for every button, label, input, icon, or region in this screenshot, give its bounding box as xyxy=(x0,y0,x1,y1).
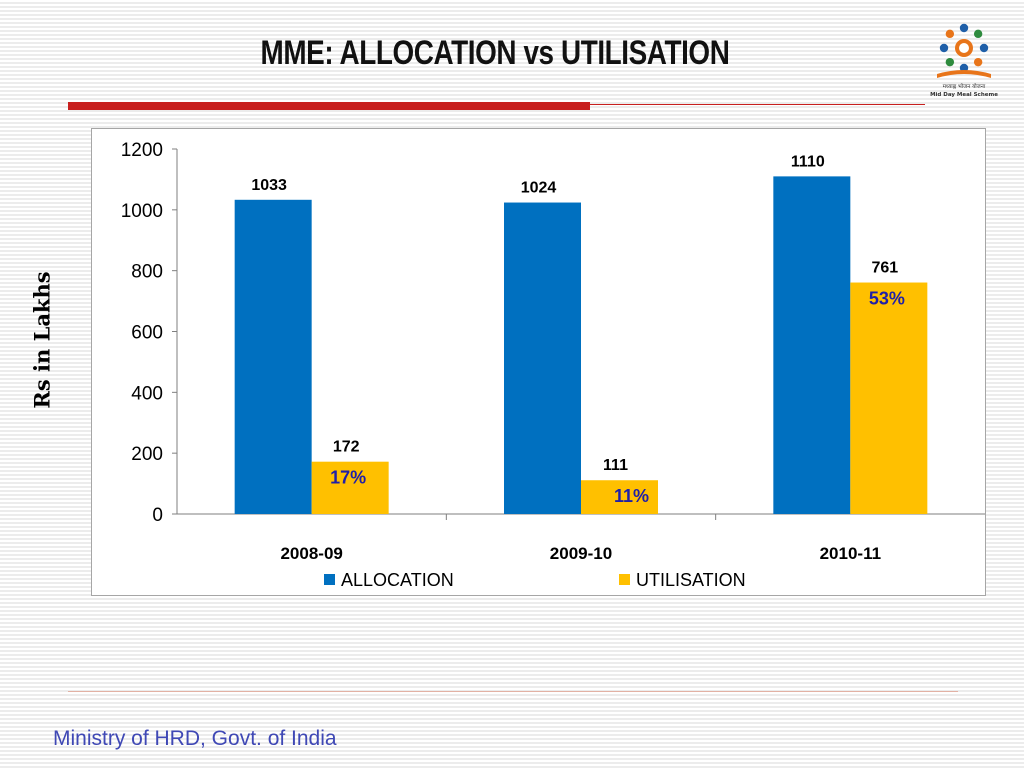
bar-chart: 0 200 400 600 800 1000 1200 2008-09 2009-10 2010… xyxy=(121,140,985,590)
slide-title: MME: ALLOCATION vs UTILISATION xyxy=(260,34,730,72)
data-label: 1024 xyxy=(521,180,557,197)
logo-figure xyxy=(939,43,949,53)
bar-utilisation xyxy=(850,282,928,514)
y-tick-label: 600 xyxy=(131,323,163,344)
y-tick-label: 400 xyxy=(131,383,163,404)
data-label: 761 xyxy=(871,260,898,277)
bar-allocation xyxy=(234,199,312,514)
logo-caption-english: Mid Day Meal Scheme xyxy=(930,92,998,98)
y-tick-label: 1200 xyxy=(121,140,163,161)
logo-caption-hindi: मध्याह्न भोजन योजना xyxy=(943,83,986,90)
y-axis: 0 200 400 600 800 1000 1200 xyxy=(121,140,178,526)
utilisation-percent-label: 11% xyxy=(614,486,649,506)
legend-swatch-utilisation xyxy=(619,574,630,585)
data-label: 172 xyxy=(333,439,360,456)
legend-swatch-allocation xyxy=(324,574,335,585)
y-tick-label: 800 xyxy=(131,262,163,283)
bar-allocation xyxy=(504,202,581,514)
bar-utilisation xyxy=(311,461,389,514)
y-axis-label: Rs in Lakhs xyxy=(29,271,55,409)
data-label: 111 xyxy=(603,457,628,474)
data-label: 1110 xyxy=(791,153,825,170)
data-labels: 1033 172 17% 1024 111 11% 1110 761 53% xyxy=(251,153,904,506)
y-tick-label: 200 xyxy=(131,444,163,465)
y-tick-label: 0 xyxy=(152,505,163,526)
legend-label-utilisation: UTILISATION xyxy=(636,570,746,590)
logo-figure xyxy=(979,43,989,53)
x-tick-label: 2010-11 xyxy=(820,544,881,563)
legend: ALLOCATION UTILISATION xyxy=(324,570,746,590)
title-rule-red xyxy=(68,102,590,110)
x-axis: 2008-09 2009-10 2010-11 xyxy=(177,513,985,563)
bar-allocation xyxy=(773,176,851,514)
utilisation-percent-label: 53% xyxy=(869,289,905,309)
logo-figure xyxy=(973,57,983,67)
logo-figure xyxy=(945,29,955,39)
bars xyxy=(234,176,928,514)
logo-figure xyxy=(973,29,983,39)
data-label: 1033 xyxy=(251,177,287,194)
utilisation-percent-label: 17% xyxy=(330,468,366,488)
chart-frame: 0 200 400 600 800 1000 1200 2008-09 2009-10 2010… xyxy=(91,128,986,596)
logo-figure xyxy=(945,57,955,67)
x-tick-label: 2009-10 xyxy=(550,544,612,563)
title-rule-thin xyxy=(590,104,925,105)
footer-rule xyxy=(68,691,958,692)
bar-utilisation xyxy=(581,480,658,514)
logo-figure xyxy=(959,23,969,33)
mid-day-meal-logo-icon: मध्याह्न भोजन योजना Mid Day Meal Scheme xyxy=(927,18,1001,102)
legend-label-allocation: ALLOCATION xyxy=(341,570,454,590)
y-tick-label: 1000 xyxy=(121,201,163,222)
x-tick-label: 2008-09 xyxy=(280,544,342,563)
footer-text: Ministry of HRD, Govt. of India xyxy=(53,727,337,750)
